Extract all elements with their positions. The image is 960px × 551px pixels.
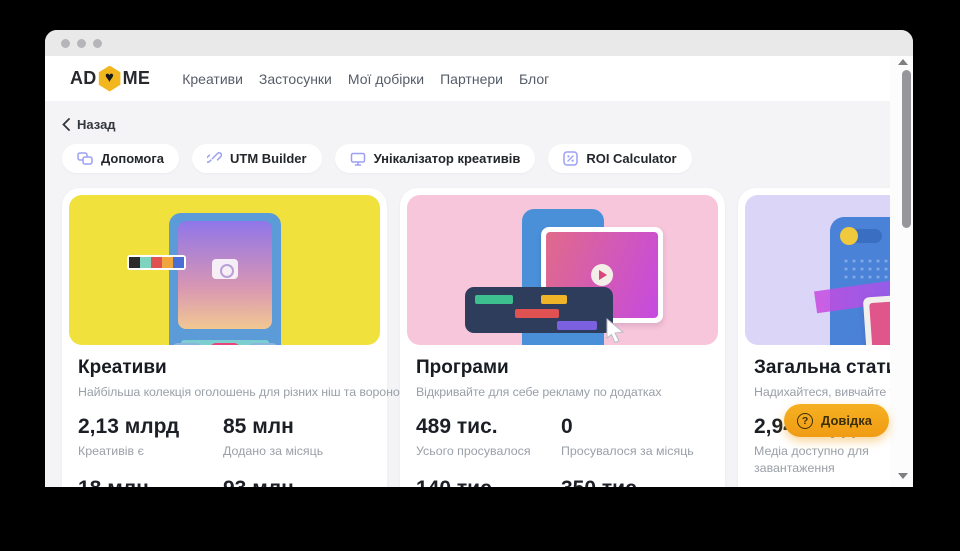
- chip-label: ROI Calculator: [586, 151, 677, 166]
- logo[interactable]: AD ♥ ME: [70, 65, 151, 92]
- card-title: Креативи: [78, 357, 167, 378]
- stat: 18 млн: [78, 477, 223, 487]
- card-apps[interactable]: Програми Відкривайте для себе рекламу по…: [400, 188, 725, 487]
- scrollbar-up-arrow-icon[interactable]: [898, 59, 908, 65]
- stat: 85 млн Додано за місяць: [223, 415, 324, 458]
- card-stats: 2,13 млрд Креативів є 85 млн Додано за м…: [78, 415, 371, 487]
- logo-text-right: ME: [122, 68, 151, 88]
- back-button[interactable]: Назад: [62, 117, 132, 132]
- card-subtitle: Надихайтеся, вивчайте та а: [754, 385, 912, 399]
- stat: 93 млн: [223, 477, 371, 487]
- page-content: Назад Допомога UTM Builder: [45, 117, 913, 487]
- stat: 140 тис.: [416, 477, 561, 487]
- window-controls[interactable]: [61, 38, 102, 48]
- card-stats: 489 тис. Усього просувалося 0 Просувалос…: [416, 415, 709, 487]
- browser-window: AD ♥ ME Креативи Застосунки Мої добірки …: [45, 30, 913, 487]
- chip-help[interactable]: Допомога: [62, 144, 180, 173]
- back-label: Назад: [77, 117, 116, 132]
- logo-text-left: AD: [70, 68, 97, 88]
- cursor-icon: [606, 317, 625, 343]
- stat: 489 тис. Усього просувалося: [416, 415, 531, 458]
- tool-chips-row: Допомога UTM Builder Унікалізатор креати…: [62, 144, 896, 173]
- scrollbar-down-arrow-icon[interactable]: [898, 473, 908, 479]
- window-titlebar: [45, 30, 913, 56]
- nav-item-blog[interactable]: Блог: [518, 70, 550, 87]
- chevron-left-icon: [62, 118, 70, 131]
- chat-icon: [77, 151, 93, 165]
- chip-label: Унікалізатор креативів: [373, 151, 521, 166]
- chip-utm-builder[interactable]: UTM Builder: [192, 144, 322, 173]
- creatives-illustration: [69, 195, 380, 345]
- logo-hexagon-heart-icon: ♥: [98, 65, 121, 92]
- cards-row: Креативи Найбільша колекція оголошень дл…: [62, 188, 913, 487]
- play-icon: [590, 264, 613, 286]
- question-circle-icon: ?: [797, 412, 814, 429]
- color-swatches: [126, 255, 186, 270]
- statistics-illustration: ♥: [745, 195, 913, 345]
- stat: 2,13 млрд Креативів є: [78, 415, 180, 458]
- apps-illustration: [407, 195, 718, 345]
- card-overall-statistics[interactable]: ♥ Загальна статистика Надихайтеся, вивча…: [738, 188, 913, 487]
- card-stats: 2,94 млрд Медіа доступно для завантаженн…: [754, 415, 913, 476]
- chip-label: UTM Builder: [230, 151, 307, 166]
- chip-roi-calculator[interactable]: ROI Calculator: [548, 144, 692, 173]
- help-label: Довідка: [821, 413, 872, 428]
- card-title: Програми: [416, 357, 509, 378]
- window-control-dot[interactable]: [93, 38, 102, 48]
- stat: 2,94 млрд Медіа доступно для завантаженн…: [754, 415, 869, 475]
- stat: 350 тис.: [561, 477, 709, 487]
- phone-illustration: [126, 213, 281, 345]
- main-nav: Креативи Застосунки Мої добірки Партнери…: [182, 71, 549, 87]
- help-button[interactable]: ? Довідка: [784, 404, 889, 437]
- camera-icon: [211, 259, 238, 279]
- nav-item-collections[interactable]: Мої добірки: [347, 70, 425, 87]
- chip-uniqualizer[interactable]: Унікалізатор креативів: [334, 144, 536, 173]
- timeline-illustration: [465, 287, 613, 333]
- card-subtitle: Найбільша колекція оголошень для різних …: [78, 385, 405, 399]
- card-title: Загальна статистика: [754, 357, 913, 378]
- scrollbar: [890, 56, 913, 487]
- window-control-dot[interactable]: [77, 38, 86, 48]
- scrollbar-thumb[interactable]: [902, 70, 911, 228]
- card-creatives[interactable]: Креативи Найбільша колекція оголошень дл…: [62, 188, 405, 487]
- app-header: AD ♥ ME Креативи Застосунки Мої добірки …: [45, 56, 913, 101]
- monitor-icon: [350, 152, 365, 166]
- chip-label: Допомога: [101, 151, 165, 166]
- link-icon: [207, 152, 223, 163]
- stat: 0 Просувалося за місяць: [561, 415, 694, 458]
- nav-item-partners[interactable]: Партнери: [440, 70, 503, 87]
- nav-item-apps[interactable]: Застосунки: [258, 70, 332, 87]
- card-subtitle: Відкривайте для себе рекламу по додатках: [416, 385, 662, 399]
- window-control-dot[interactable]: [61, 38, 70, 48]
- nav-item-creatives[interactable]: Креативи: [182, 70, 243, 87]
- percent-icon: [563, 151, 579, 166]
